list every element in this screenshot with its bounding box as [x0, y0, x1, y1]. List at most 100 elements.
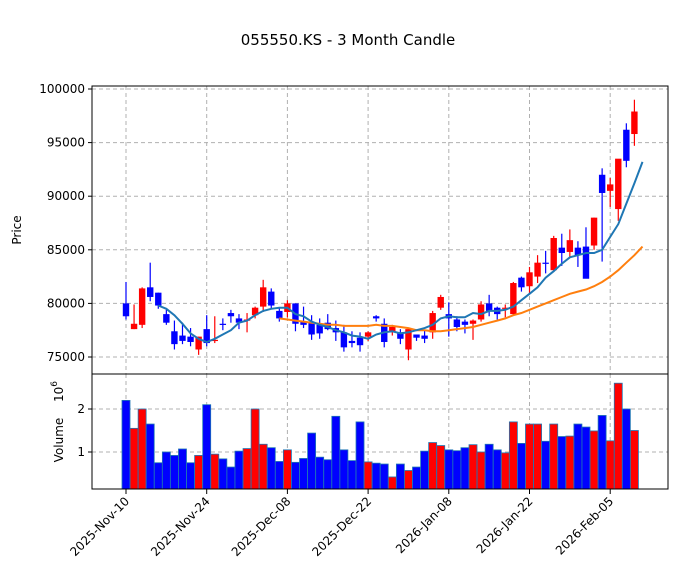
date-tick-label: 2025-Nov-24 — [148, 494, 213, 559]
candle-body — [526, 272, 533, 287]
date-tick-label: 2025-Nov-10 — [67, 494, 132, 559]
volume-bar — [121, 399, 131, 490]
candle-body — [155, 292, 162, 306]
volume-tick-label: 1 — [77, 445, 85, 459]
volume-bar — [178, 448, 187, 490]
volume-panel-frame — [91, 373, 669, 490]
candle-body — [235, 318, 243, 323]
price-panel-frame — [91, 85, 669, 375]
candle-body — [227, 313, 235, 317]
candle-body — [147, 287, 154, 297]
candle-body — [268, 291, 275, 306]
volume-bar — [242, 448, 252, 490]
volume-bar — [161, 451, 171, 490]
volume-bar — [347, 460, 357, 490]
price-tick-label: 100000 — [39, 82, 85, 96]
candle-body — [179, 335, 186, 341]
volume-bar — [517, 442, 526, 490]
volume-bar — [266, 447, 276, 490]
volume-bar — [420, 450, 429, 490]
moving-average-lines — [157, 161, 644, 344]
volume-bar — [525, 423, 534, 490]
volume-bar — [210, 453, 220, 490]
chart-title: 055550.KS - 3 Month Candle — [241, 31, 456, 49]
volume-bar — [315, 456, 325, 490]
candle-body — [598, 174, 606, 193]
candle-body — [364, 332, 372, 337]
volume-bar — [250, 408, 260, 490]
volume-bar — [565, 435, 575, 490]
volume-bar — [541, 440, 551, 490]
volume-bar — [186, 462, 195, 490]
candle-body — [171, 331, 178, 345]
candle-body — [276, 310, 283, 319]
candle-body — [203, 329, 210, 344]
candle-body — [623, 129, 630, 161]
candle-body — [356, 337, 364, 346]
candle-body — [259, 287, 267, 307]
volume-bar — [145, 423, 155, 490]
volume-bar — [323, 459, 333, 490]
volume-bar — [573, 423, 583, 490]
candle-body — [631, 111, 638, 135]
volume-bar — [605, 440, 615, 490]
price-tick-label: 80000 — [47, 296, 85, 310]
candle-body — [477, 304, 485, 320]
volume-axis-label: Volume 106 — [50, 381, 66, 463]
candle-body — [405, 329, 412, 350]
date-tick-label: 2026-Jan-08 — [393, 494, 455, 556]
volume-bar — [613, 382, 623, 490]
volume-bar — [444, 449, 454, 490]
volume-tick-label: 2 — [77, 402, 85, 416]
volume-bar — [597, 415, 607, 490]
candle-body — [340, 332, 348, 348]
volume-bar — [355, 421, 365, 490]
volume-bar — [412, 466, 421, 490]
volume-bar — [549, 423, 559, 490]
volume-bar — [274, 461, 284, 490]
volume-bar — [291, 461, 300, 490]
price-candles — [122, 99, 638, 361]
candle-body — [574, 247, 582, 256]
volume-exponent: 106 — [50, 381, 66, 402]
volume-bar — [630, 430, 639, 490]
volume-bar — [194, 455, 204, 490]
candle-body — [469, 320, 477, 324]
candle-body — [308, 322, 315, 335]
candle-body — [502, 307, 509, 309]
volume-bar — [428, 442, 438, 490]
volume-bar — [395, 463, 405, 490]
candle-body — [163, 314, 170, 323]
candle-body — [590, 217, 598, 246]
candle-body — [195, 336, 202, 350]
price-y-axis: 75000 80000 85000 90000 95000 100000 — [39, 82, 92, 364]
date-tick-label: 2025-Dec-08 — [229, 494, 294, 559]
candle-body — [558, 247, 565, 254]
candle-body — [372, 316, 380, 319]
volume-bar — [379, 463, 389, 490]
date-tick-label: 2026-Jan-22 — [474, 494, 536, 556]
volume-bar — [557, 436, 567, 490]
candle-body — [518, 277, 525, 288]
volume-bar — [371, 462, 381, 490]
candle-body — [324, 322, 331, 330]
candle-body — [187, 336, 194, 342]
ma-long-line — [279, 245, 644, 333]
volume-bar — [363, 461, 373, 490]
volume-bar — [282, 449, 292, 490]
volume-bar — [218, 458, 228, 490]
candle-body — [389, 326, 396, 333]
price-tick-label: 90000 — [47, 189, 85, 203]
volume-y-axis: 12 — [77, 402, 92, 459]
volume-bar — [581, 426, 591, 490]
candle-body — [251, 307, 259, 316]
volume-bar — [170, 455, 179, 490]
volume-bar — [226, 466, 236, 490]
date-tick-label: 2026-Feb-05 — [553, 494, 616, 557]
volume-bar — [589, 430, 599, 490]
candle-body — [566, 240, 574, 252]
volume-bar — [533, 423, 542, 490]
volume-bars — [121, 382, 639, 490]
candle-body — [542, 262, 549, 264]
volume-bar — [492, 449, 502, 490]
